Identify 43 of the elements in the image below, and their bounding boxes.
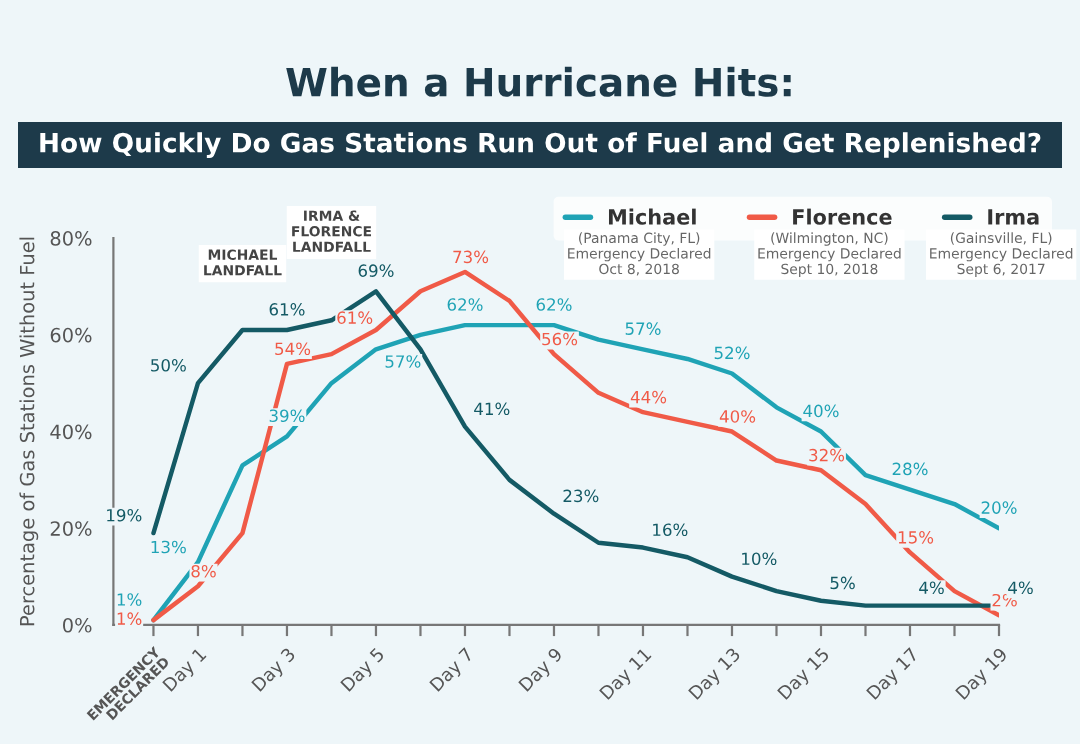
data-label: 57% (625, 322, 661, 335)
data-label: 61% (269, 303, 305, 316)
data-label: 1% (117, 612, 142, 625)
chart-subtitle: How Quickly Do Gas Stations Run Out of Fuel and Get Replenished? (40, 132, 1041, 158)
data-label: 16% (653, 523, 688, 537)
data-label: 39% (269, 409, 305, 423)
data-label: 4% (919, 581, 944, 595)
y-tick-label: 80% (50, 231, 92, 246)
data-label: 56% (542, 332, 578, 346)
data-label: 73% (453, 250, 489, 264)
data-label: 61% (337, 311, 373, 324)
y-tick-label: 0% (63, 617, 92, 633)
data-label: 57% (385, 355, 421, 368)
data-label: 13% (151, 540, 186, 554)
data-label: 62% (536, 298, 572, 311)
data-label: 44% (630, 390, 667, 404)
y-tick-label: 20% (50, 521, 92, 536)
data-label: 20% (981, 501, 1017, 514)
legend-label: Irma (988, 209, 1039, 225)
y-tick-label: 60% (50, 327, 92, 343)
data-label: 52% (714, 346, 750, 360)
data-label: 1% (117, 593, 142, 606)
data-label: 19% (107, 508, 142, 522)
data-label: 10% (742, 552, 777, 566)
data-label: 15% (898, 531, 934, 544)
data-label: 54% (275, 342, 311, 356)
data-label: 8% (191, 564, 216, 578)
data-label: 5% (830, 576, 855, 590)
legend-label: Florence (793, 208, 892, 225)
data-label: 69% (358, 264, 394, 277)
data-label: 40% (803, 404, 839, 418)
chart-title: When a Hurricane Hits: (286, 66, 791, 97)
data-label: 41% (474, 402, 510, 416)
data-label: 28% (892, 462, 928, 476)
data-label: 4% (1008, 581, 1033, 595)
data-label: 32% (809, 448, 845, 462)
data-label: 40% (719, 410, 756, 423)
legend-label: Michael (608, 208, 696, 225)
y-axis-title: Percentage of Gas Stations Without Fuel (19, 237, 39, 626)
y-tick-label: 40% (50, 424, 92, 440)
data-label: 62% (447, 298, 483, 311)
data-label: 50% (151, 358, 186, 372)
data-label: 23% (563, 489, 599, 503)
